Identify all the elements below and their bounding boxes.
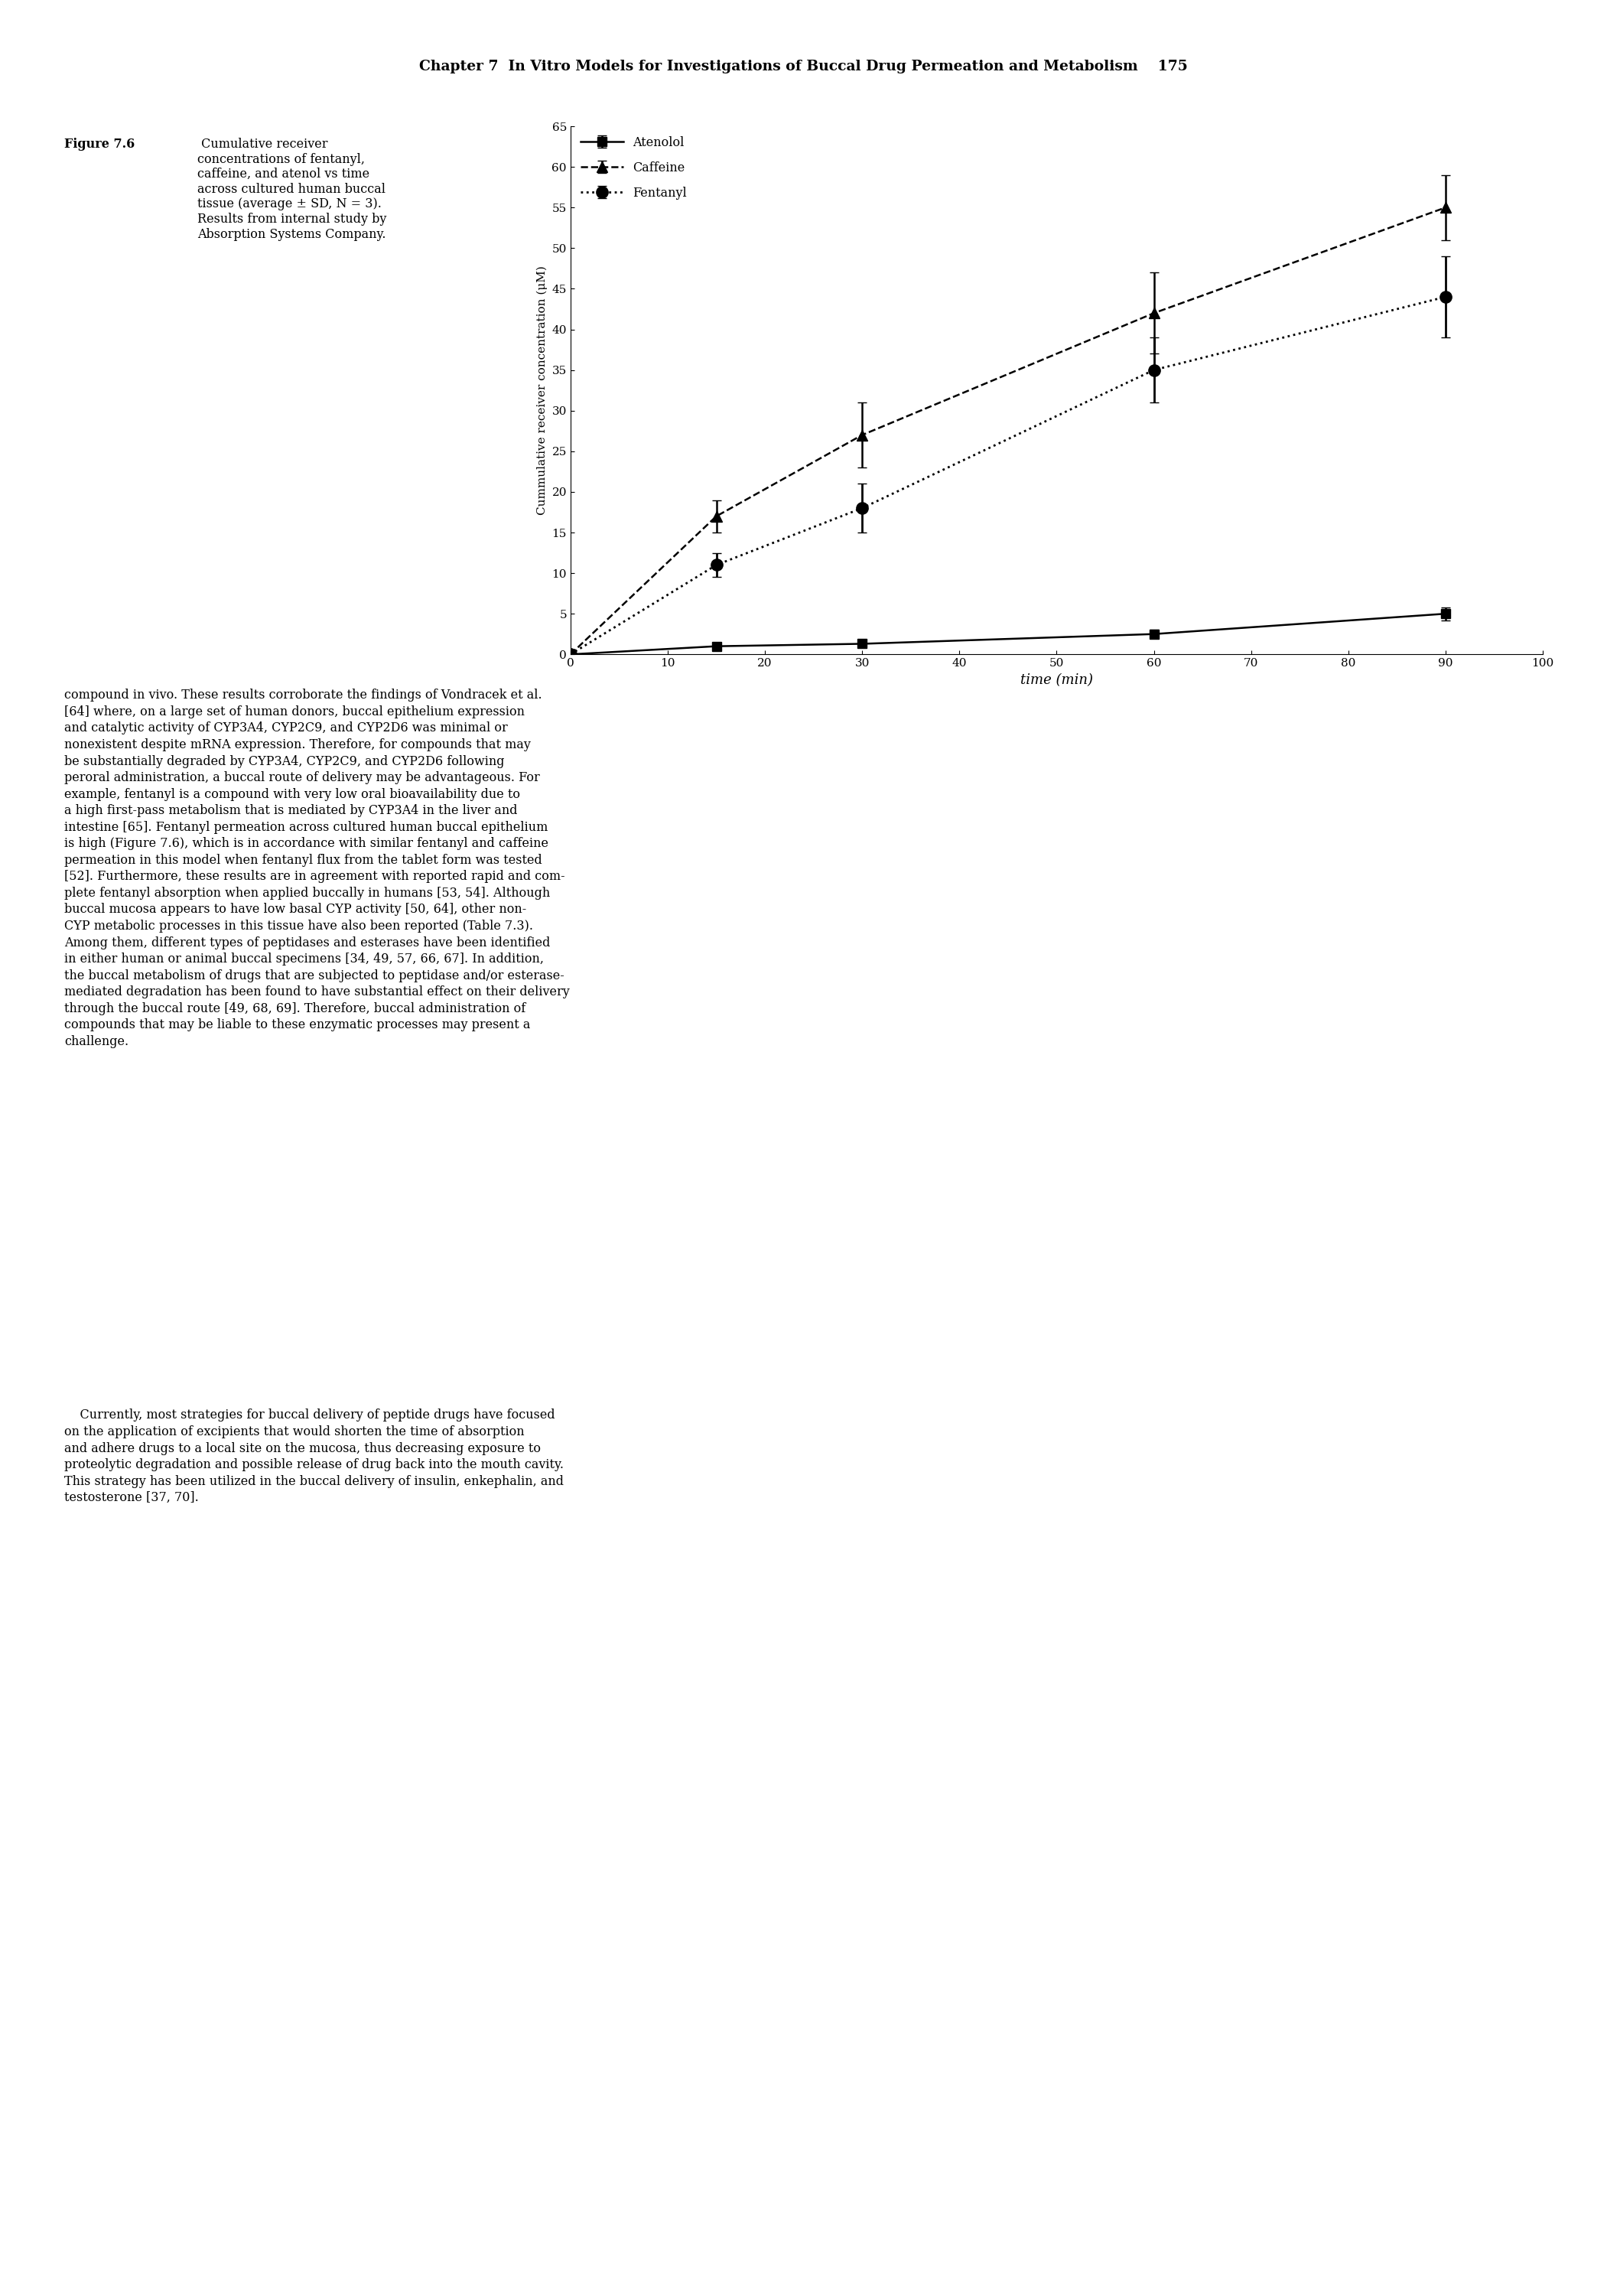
Y-axis label: Cummulative receiver concentration (μM): Cummulative receiver concentration (μM) <box>537 266 548 514</box>
X-axis label: time (min): time (min) <box>1020 673 1093 687</box>
Text: Currently, most strategies for buccal delivery of peptide drugs have focused
on : Currently, most strategies for buccal de… <box>64 1410 564 1504</box>
Text: Figure 7.6: Figure 7.6 <box>64 138 135 152</box>
Text: compound in vivo. These results corroborate the findings of Vondracek et al.
[64: compound in vivo. These results corrobor… <box>64 689 569 1047</box>
Legend: Atenolol, Caffeine, Fentanyl: Atenolol, Caffeine, Fentanyl <box>577 133 691 202</box>
Text: Chapter 7  In Vitro Models for Investigations of Buccal Drug Permeation and Meta: Chapter 7 In Vitro Models for Investigat… <box>419 60 1188 73</box>
Text: Cumulative receiver
concentrations of fentanyl,
caffeine, and atenol vs time
acr: Cumulative receiver concentrations of fe… <box>198 138 387 241</box>
